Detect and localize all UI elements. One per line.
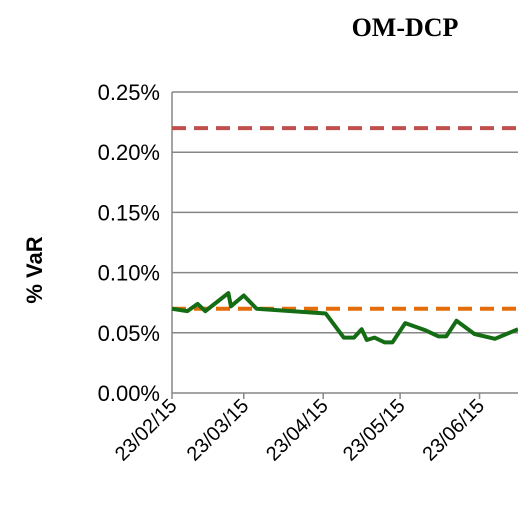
y-tick-label: 0.00% xyxy=(98,381,160,406)
y-tick-label: 0.20% xyxy=(98,140,160,165)
y-tick-label: 0.25% xyxy=(98,80,160,105)
y-tick-label: 0.10% xyxy=(98,261,160,286)
x-tick-label: 23/04/15 xyxy=(262,395,333,466)
x-tick-label: 23/03/15 xyxy=(183,395,254,466)
y-tick-label: 0.15% xyxy=(98,200,160,225)
x-tick-label: 23/06/15 xyxy=(418,395,489,466)
x-tick-label: 23/05/15 xyxy=(339,395,410,466)
data-line xyxy=(171,291,518,345)
chart-title: OM-DCP xyxy=(352,13,459,42)
y-tick-label: 0.05% xyxy=(98,321,160,346)
y-axis-label: % VaR xyxy=(22,236,47,303)
